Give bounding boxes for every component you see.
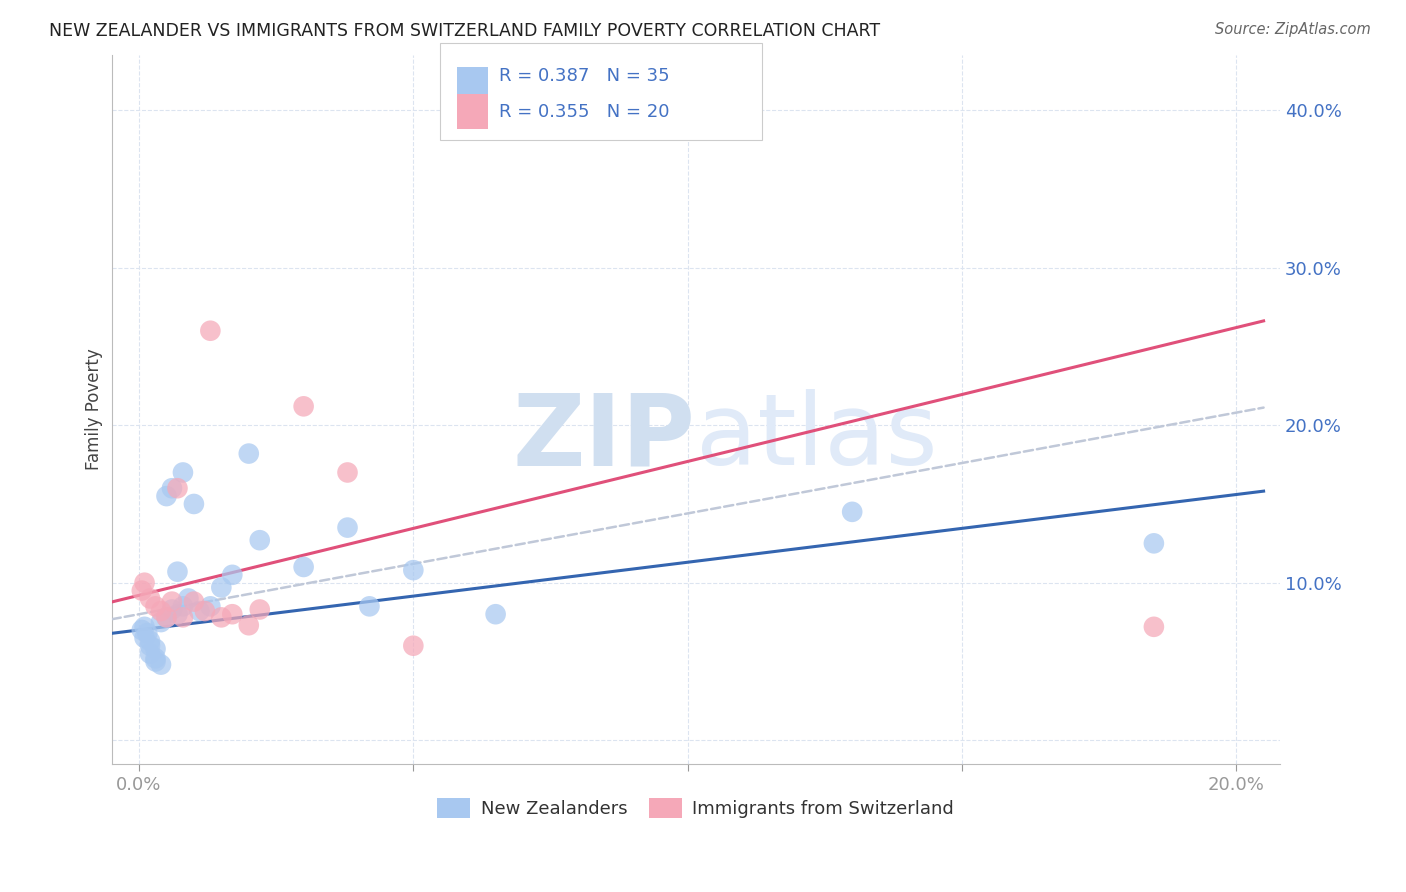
New Zealanders: [172, 599, 194, 614]
Immigrants from Switzerland: [150, 604, 173, 618]
Immigrants from Switzerland: [292, 400, 315, 414]
New Zealanders: [336, 520, 359, 534]
New Zealanders: [131, 623, 153, 637]
Text: Source: ZipAtlas.com: Source: ZipAtlas.com: [1215, 22, 1371, 37]
New Zealanders: [188, 604, 211, 618]
New Zealanders: [150, 615, 173, 629]
Immigrants from Switzerland: [194, 604, 217, 618]
New Zealanders: [145, 655, 167, 669]
New Zealanders: [172, 466, 194, 480]
Legend: New Zealanders, Immigrants from Switzerland: New Zealanders, Immigrants from Switzerl…: [430, 790, 962, 826]
New Zealanders: [402, 563, 425, 577]
New Zealanders: [145, 651, 167, 665]
Text: atlas: atlas: [696, 389, 938, 486]
New Zealanders: [166, 565, 188, 579]
Immigrants from Switzerland: [221, 607, 243, 622]
Immigrants from Switzerland: [238, 618, 260, 632]
Immigrants from Switzerland: [200, 324, 222, 338]
Immigrants from Switzerland: [209, 610, 232, 624]
New Zealanders: [136, 626, 159, 640]
New Zealanders: [209, 581, 232, 595]
Immigrants from Switzerland: [134, 575, 156, 590]
New Zealanders: [155, 610, 177, 624]
Immigrants from Switzerland: [155, 610, 177, 624]
New Zealanders: [200, 599, 222, 614]
New Zealanders: [177, 591, 200, 606]
Text: ZIP: ZIP: [513, 389, 696, 486]
Immigrants from Switzerland: [139, 591, 162, 606]
Immigrants from Switzerland: [183, 594, 205, 608]
New Zealanders: [238, 446, 260, 460]
New Zealanders: [134, 620, 156, 634]
Text: R = 0.387   N = 35: R = 0.387 N = 35: [499, 67, 669, 85]
New Zealanders: [166, 607, 188, 622]
Immigrants from Switzerland: [145, 599, 167, 614]
Immigrants from Switzerland: [160, 594, 183, 608]
New Zealanders: [1143, 536, 1166, 550]
Immigrants from Switzerland: [166, 481, 188, 495]
Immigrants from Switzerland: [402, 639, 425, 653]
Immigrants from Switzerland: [336, 466, 359, 480]
New Zealanders: [160, 481, 183, 495]
Immigrants from Switzerland: [131, 583, 153, 598]
New Zealanders: [150, 657, 173, 672]
New Zealanders: [160, 602, 183, 616]
New Zealanders: [292, 560, 315, 574]
Y-axis label: Family Poverty: Family Poverty: [86, 349, 103, 470]
New Zealanders: [139, 639, 162, 653]
Immigrants from Switzerland: [172, 610, 194, 624]
New Zealanders: [145, 641, 167, 656]
New Zealanders: [139, 634, 162, 648]
Immigrants from Switzerland: [1143, 620, 1166, 634]
New Zealanders: [249, 533, 271, 548]
New Zealanders: [221, 567, 243, 582]
New Zealanders: [485, 607, 508, 622]
Text: NEW ZEALANDER VS IMMIGRANTS FROM SWITZERLAND FAMILY POVERTY CORRELATION CHART: NEW ZEALANDER VS IMMIGRANTS FROM SWITZER…: [49, 22, 880, 40]
New Zealanders: [155, 489, 177, 503]
Immigrants from Switzerland: [249, 602, 271, 616]
New Zealanders: [183, 497, 205, 511]
New Zealanders: [841, 505, 863, 519]
Text: R = 0.355   N = 20: R = 0.355 N = 20: [499, 103, 669, 120]
New Zealanders: [359, 599, 381, 614]
New Zealanders: [139, 647, 162, 661]
New Zealanders: [134, 631, 156, 645]
